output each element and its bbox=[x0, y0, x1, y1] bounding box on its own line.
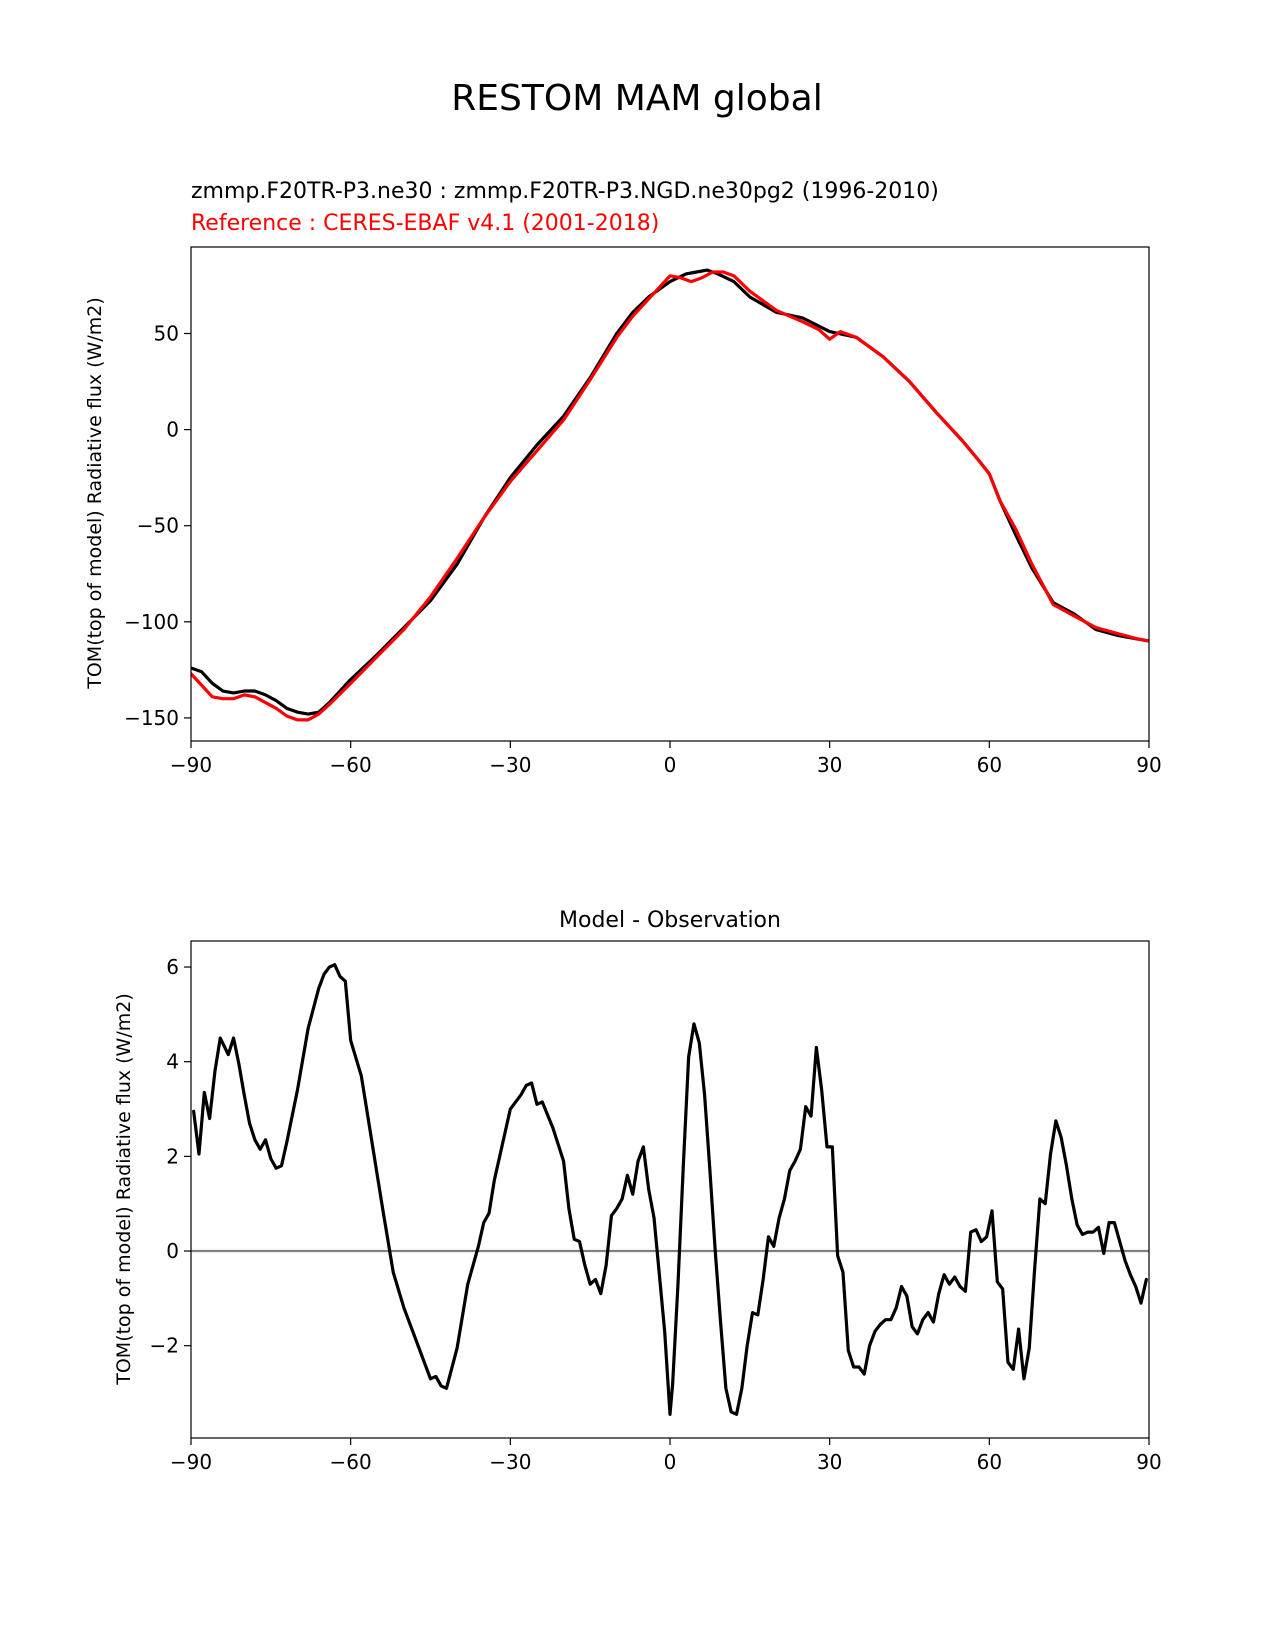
panel1-x-tick-label: 0 bbox=[664, 753, 677, 777]
panel2-x-tick-label: −60 bbox=[330, 1450, 372, 1474]
panel2-x-tick-label: 90 bbox=[1136, 1450, 1161, 1474]
panel2-ylabel: TOM(top of model) Radiative flux (W/m2) bbox=[113, 993, 135, 1386]
panel1-y-axis: −150 −100 −50 0 50 bbox=[124, 321, 191, 730]
panel1-x-tick-label: 60 bbox=[977, 753, 1002, 777]
chart-panel-1: zmmp.F20TR-P3.ne30 : zmmp.F20TR-P3.NGD.n… bbox=[84, 179, 1162, 777]
chart-panel-2: Model - Observation TOM(top of model) Ra… bbox=[113, 908, 1162, 1474]
panel1-ylabel: TOM(top of model) Radiative flux (W/m2) bbox=[84, 297, 106, 690]
panel2-y-tick-label: −2 bbox=[150, 1334, 179, 1358]
panel1-y-tick-label: −150 bbox=[124, 706, 179, 730]
panel1-axes-frame bbox=[190, 246, 1150, 742]
panel1-title: zmmp.F20TR-P3.ne30 : zmmp.F20TR-P3.NGD.n… bbox=[191, 179, 939, 204]
panel2-y-tick-label: 4 bbox=[166, 1050, 179, 1074]
panel1-x-tick-label: 90 bbox=[1136, 753, 1161, 777]
panel2-y-tick-label: 0 bbox=[166, 1239, 179, 1263]
panel1-y-tick-label: −100 bbox=[124, 610, 179, 634]
figure-suptitle: RESTOM MAM global bbox=[451, 78, 822, 119]
panel1-model-line bbox=[191, 268, 1149, 716]
panel2-difference-line bbox=[192, 963, 1148, 1416]
panel2-title: Model - Observation bbox=[559, 908, 781, 933]
panel1-x-tick-label: 30 bbox=[817, 753, 842, 777]
panel2-x-tick-label: −30 bbox=[489, 1450, 531, 1474]
panel2-y-tick-label: 2 bbox=[166, 1144, 179, 1168]
panel1-y-tick-label: 0 bbox=[166, 418, 179, 442]
panel1-series-group bbox=[191, 268, 1149, 722]
panel2-x-axis: −90 −60 −30 0 30 60 90 bbox=[170, 1438, 1162, 1474]
panel1-x-tick-label: −60 bbox=[330, 753, 372, 777]
panel1-x-tick-label: −30 bbox=[489, 753, 531, 777]
panel2-x-tick-label: 60 bbox=[977, 1450, 1002, 1474]
panel2-x-tick-label: 30 bbox=[817, 1450, 842, 1474]
panel2-x-tick-label: −90 bbox=[170, 1450, 212, 1474]
panel1-reference-subtitle: Reference : CERES-EBAF v4.1 (2001-2018) bbox=[191, 211, 659, 236]
panel2-y-axis: −2 0 2 4 6 bbox=[150, 955, 191, 1358]
panel1-reference-line bbox=[191, 270, 1149, 722]
panel1-y-tick-label: −50 bbox=[137, 514, 179, 538]
panel1-x-axis: −90 −60 −30 0 30 60 90 bbox=[170, 741, 1162, 777]
panel1-x-tick-label: −90 bbox=[170, 753, 212, 777]
panel1-y-tick-label: 50 bbox=[154, 321, 179, 345]
panel2-x-tick-label: 0 bbox=[664, 1450, 677, 1474]
panel2-series-group bbox=[191, 963, 1149, 1416]
panel2-y-tick-label: 6 bbox=[166, 955, 179, 979]
panel2-axes-frame bbox=[190, 940, 1150, 1439]
